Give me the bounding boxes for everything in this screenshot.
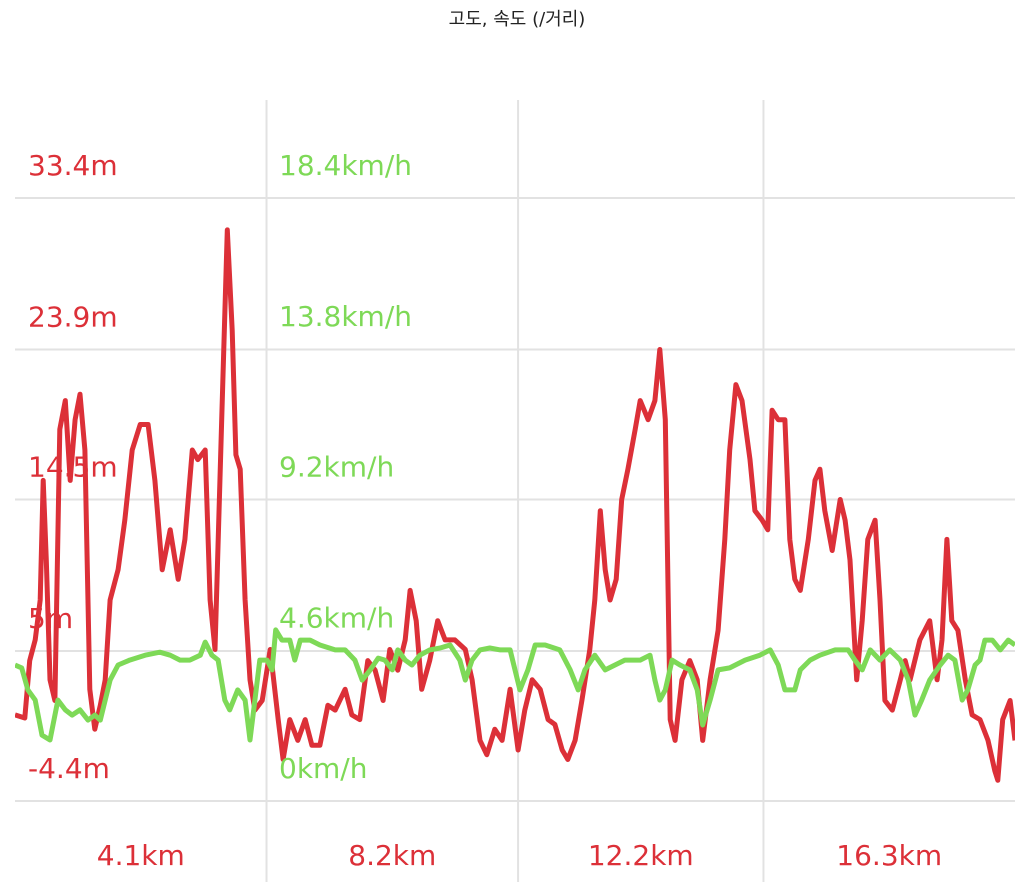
x-tick-label: 12.2km — [588, 839, 694, 872]
y2-tick-label: 13.8km/h — [279, 300, 412, 333]
y-tick-label: -4.4m — [28, 752, 110, 785]
x-tick-label: 8.2km — [348, 839, 436, 872]
y2-tick-label: 18.4km/h — [279, 149, 412, 182]
x-tick-label: 16.3km — [836, 839, 942, 872]
series-line — [15, 627, 1015, 743]
x-tick-label: 4.1km — [97, 839, 185, 872]
y-tick-label: 14.5m — [28, 451, 118, 484]
chart-title: 고도, 속도 (/거리) — [449, 9, 586, 30]
y2-tick-label: 0km/h — [279, 752, 367, 785]
series-line — [15, 227, 1015, 783]
y2-tick-label: 4.6km/h — [279, 601, 394, 634]
y-tick-label: 33.4m — [28, 149, 118, 182]
y2-tick-label: 9.2km/h — [279, 451, 394, 484]
y-tick-label: 5m — [28, 602, 73, 635]
y-tick-label: 23.9m — [28, 301, 118, 334]
